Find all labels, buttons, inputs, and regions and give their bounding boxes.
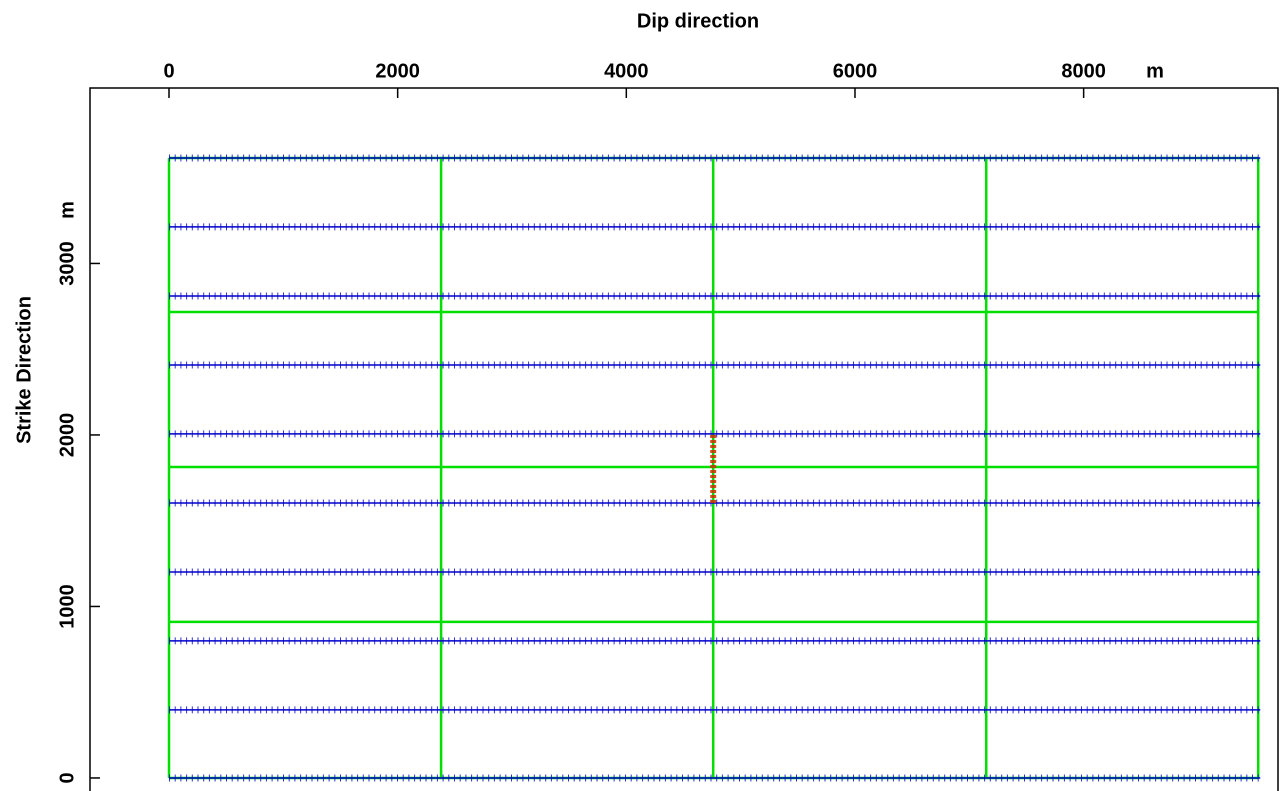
x-tick-label: 0	[163, 60, 174, 82]
x-tick-label: 2000	[375, 60, 420, 82]
x-tick-label: 8000	[1061, 60, 1106, 82]
x-tick-label: 4000	[604, 60, 649, 82]
y-tick-label: 2000	[56, 413, 78, 458]
plot-frame	[89, 87, 1279, 791]
y-tick-label: 3000	[56, 241, 78, 286]
x-tick-label: 6000	[833, 60, 878, 82]
y-axis-label: Strike Direction	[13, 296, 35, 444]
y-unit: m	[56, 201, 78, 219]
x-unit: m	[1146, 60, 1164, 82]
y-tick-label: 0	[56, 772, 78, 783]
x-axis-label: Dip direction	[637, 10, 759, 32]
y-tick-label: 1000	[56, 584, 78, 629]
